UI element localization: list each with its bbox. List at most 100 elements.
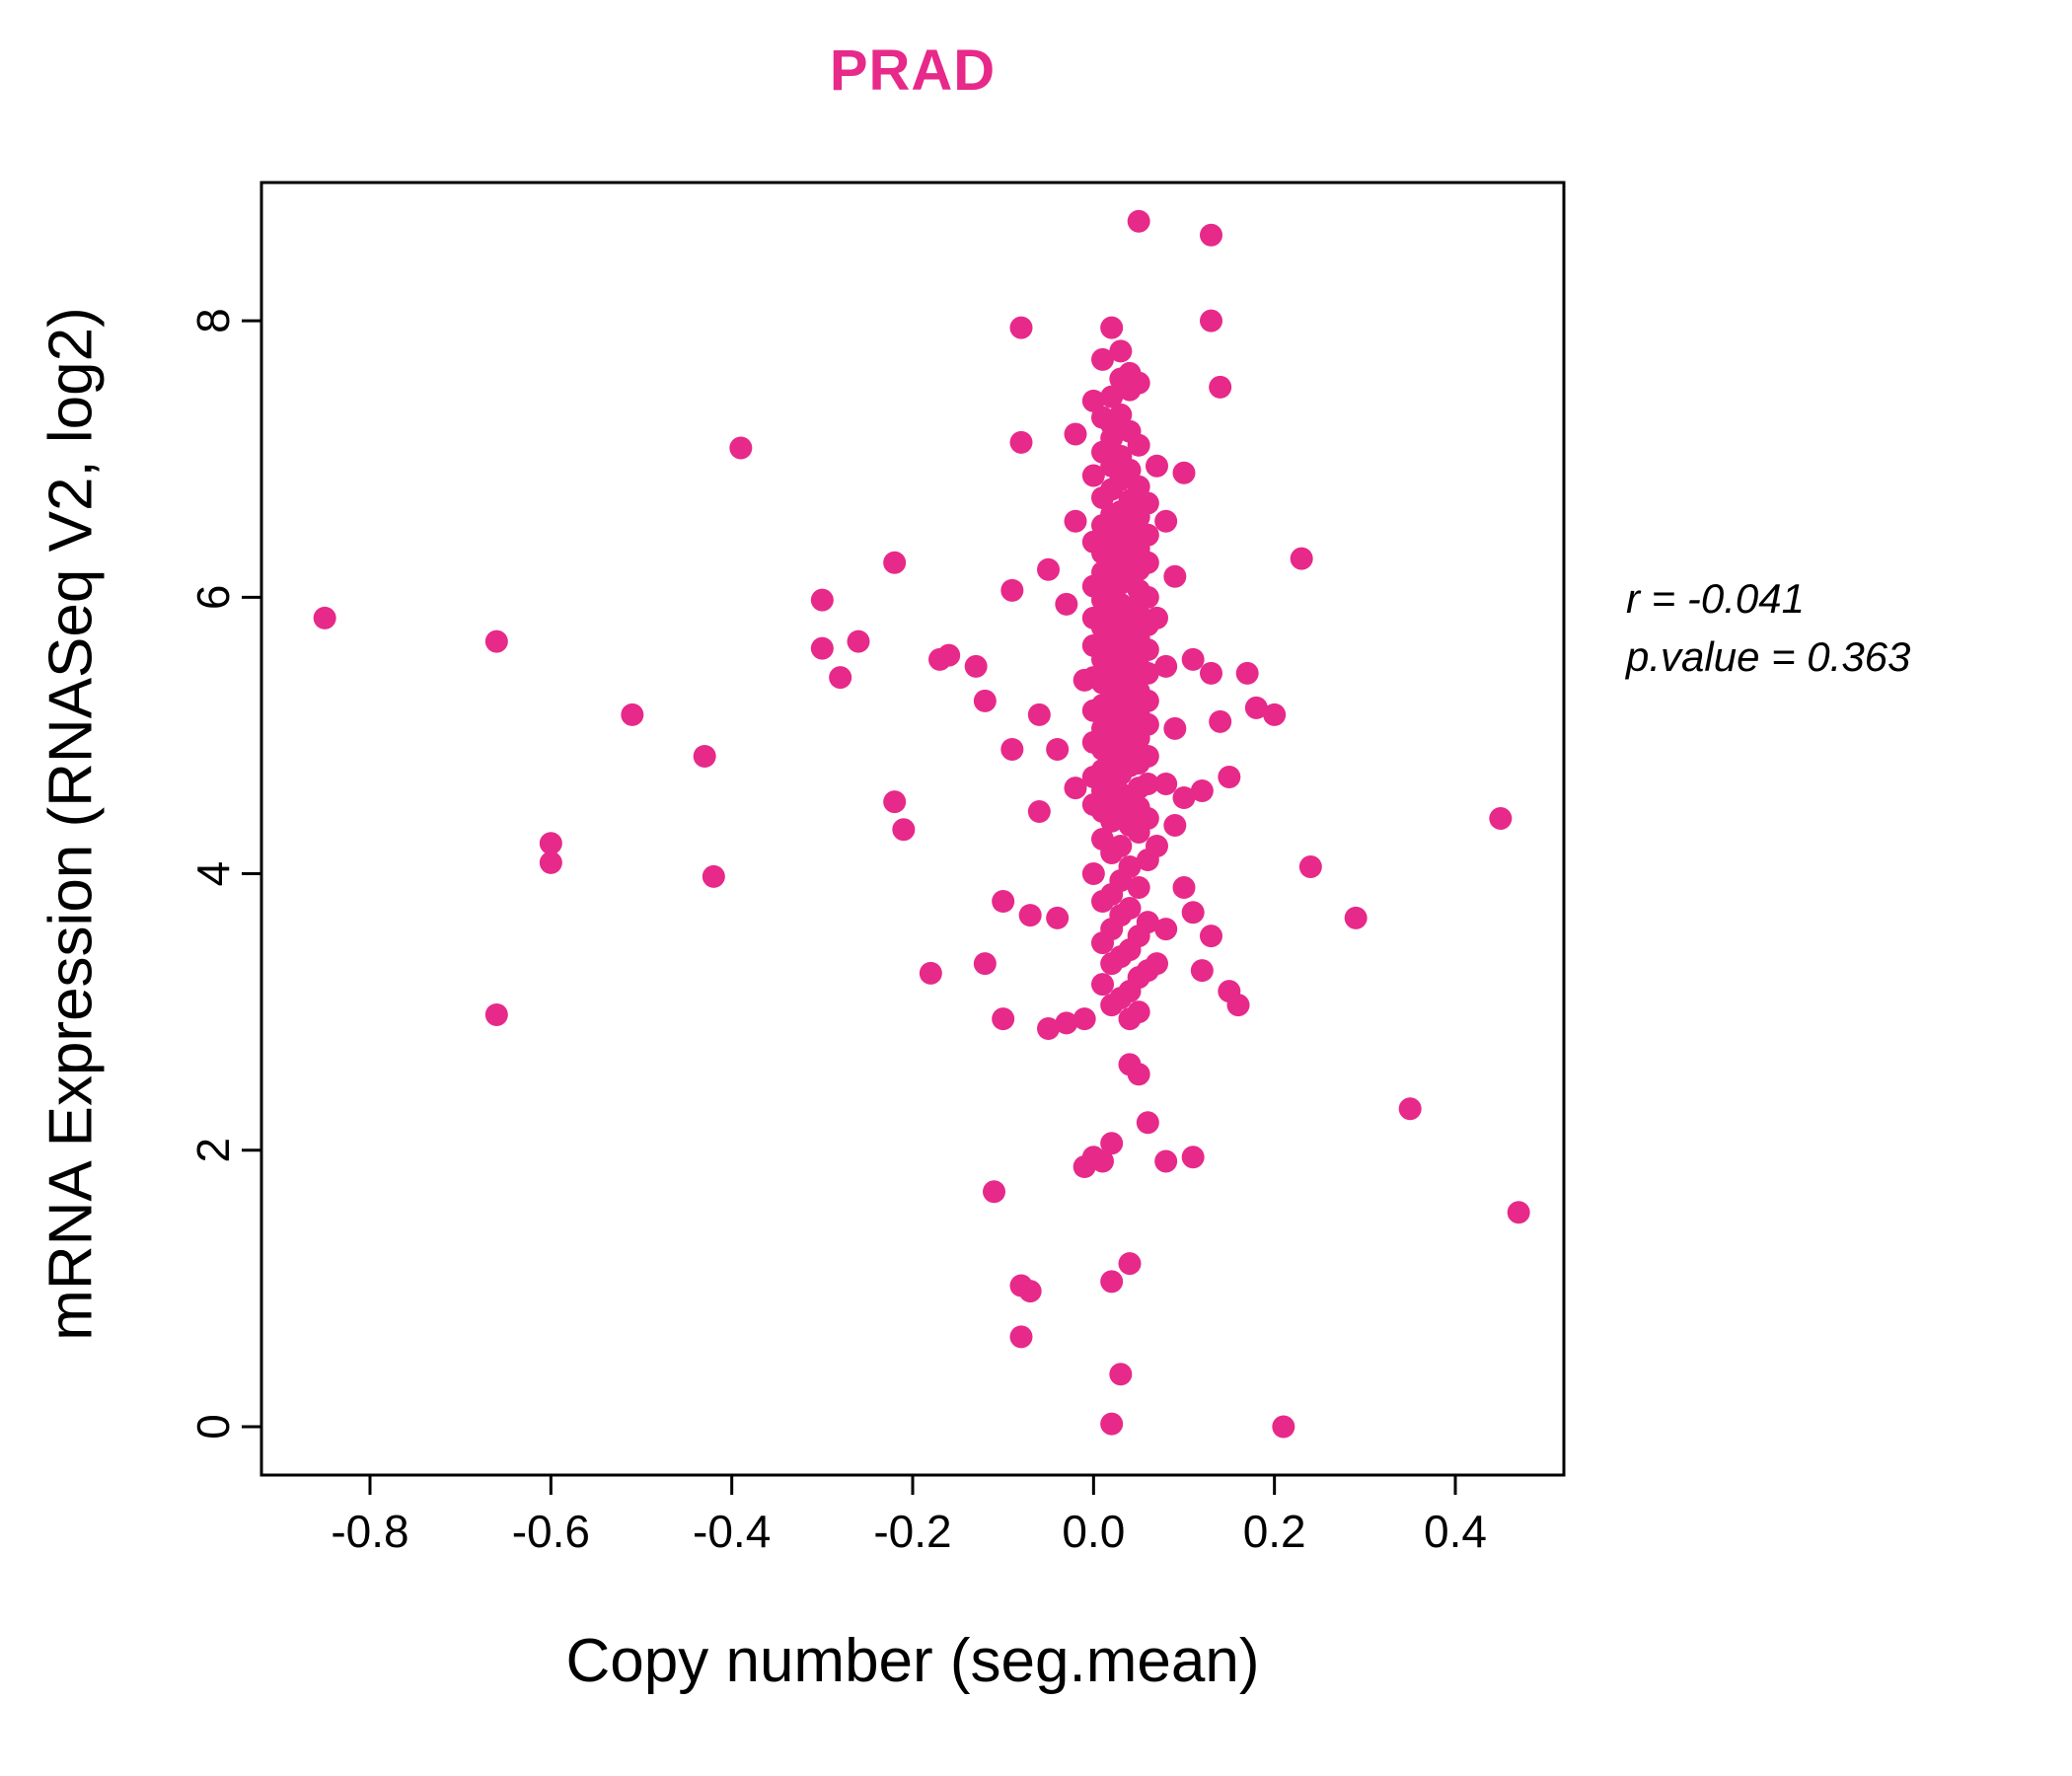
data-point xyxy=(1037,557,1060,581)
data-point xyxy=(1172,785,1196,809)
data-point xyxy=(1136,661,1159,685)
data-point xyxy=(1136,1111,1159,1135)
data-point xyxy=(1507,1201,1530,1224)
data-point xyxy=(729,436,753,460)
data-point xyxy=(1118,1053,1142,1076)
data-point xyxy=(1290,547,1313,570)
data-point xyxy=(539,851,562,874)
data-point xyxy=(1081,699,1105,722)
data-point xyxy=(1127,433,1150,457)
data-point xyxy=(1154,918,1178,941)
data-point xyxy=(1018,1280,1042,1303)
data-point xyxy=(1136,585,1159,609)
data-point xyxy=(1064,509,1087,533)
data-point xyxy=(1163,564,1187,588)
data-point xyxy=(1127,371,1150,395)
data-point xyxy=(1027,799,1051,823)
data-point xyxy=(1091,890,1114,914)
data-point xyxy=(1209,709,1232,733)
x-tick-label: -0.8 xyxy=(331,1506,408,1557)
data-point xyxy=(1100,1412,1124,1436)
data-point xyxy=(1163,813,1187,837)
data-point xyxy=(1064,422,1087,446)
data-point xyxy=(883,790,907,814)
data-point xyxy=(1100,952,1124,976)
data-point xyxy=(973,952,997,976)
data-point xyxy=(1218,765,1241,788)
data-point xyxy=(937,643,961,667)
data-point xyxy=(810,588,834,612)
data-point xyxy=(1100,809,1124,833)
y-tick-label: 6 xyxy=(187,585,239,611)
data-point xyxy=(484,1002,508,1026)
data-point xyxy=(973,689,997,712)
data-point xyxy=(1209,375,1232,399)
y-axis-label: mRNA Expression (RNASeq V2, log2) xyxy=(37,307,106,1341)
data-point xyxy=(1489,806,1513,830)
data-point xyxy=(693,744,716,768)
data-point xyxy=(1172,876,1196,900)
data-point xyxy=(1091,931,1114,955)
x-axis-label: Copy number (seg.mean) xyxy=(565,1627,1260,1695)
data-point xyxy=(1091,973,1114,997)
data-point xyxy=(1181,901,1205,925)
data-point xyxy=(1200,223,1222,247)
data-point xyxy=(1037,1016,1060,1040)
data-point xyxy=(1081,389,1105,412)
data-point xyxy=(1064,777,1087,800)
x-tick-label: -0.2 xyxy=(873,1506,951,1557)
data-point xyxy=(1100,1132,1124,1155)
data-point xyxy=(829,666,852,690)
data-point xyxy=(1091,1149,1114,1173)
data-point xyxy=(1109,339,1133,363)
data-point xyxy=(992,1007,1015,1031)
data-point xyxy=(1344,906,1368,929)
data-point xyxy=(1081,862,1105,886)
data-point xyxy=(1154,654,1178,678)
data-point xyxy=(1154,509,1178,533)
data-point xyxy=(1100,1270,1124,1294)
chart-title: PRAD xyxy=(829,38,997,103)
data-point xyxy=(1118,1007,1142,1031)
data-point xyxy=(621,703,644,726)
data-point xyxy=(1091,347,1114,371)
data-point xyxy=(484,629,508,653)
data-point xyxy=(1046,906,1070,929)
data-point xyxy=(1172,461,1196,484)
data-point xyxy=(1200,925,1222,948)
data-point xyxy=(1136,638,1159,662)
data-point xyxy=(1109,367,1133,391)
data-point xyxy=(1081,464,1105,487)
data-point xyxy=(1055,592,1078,616)
data-point xyxy=(1298,855,1322,879)
data-point xyxy=(1027,703,1051,726)
data-point xyxy=(1235,661,1259,685)
data-point xyxy=(847,629,870,653)
data-point xyxy=(983,1180,1005,1204)
x-tick-label: -0.4 xyxy=(693,1506,771,1557)
data-point xyxy=(1190,959,1214,983)
stats-annotation: r = -0.041 p.value = 0.363 xyxy=(1626,570,1910,687)
y-tick-label: 0 xyxy=(187,1414,239,1440)
data-point xyxy=(1109,403,1133,426)
data-point xyxy=(1272,1415,1295,1439)
data-point xyxy=(892,818,916,842)
data-point xyxy=(919,961,942,985)
data-point xyxy=(1163,716,1187,740)
data-point xyxy=(539,832,562,855)
data-point xyxy=(1091,485,1114,509)
data-point xyxy=(1009,1325,1033,1349)
data-point xyxy=(964,654,988,678)
data-point xyxy=(1263,703,1287,726)
data-point xyxy=(992,890,1015,914)
data-point xyxy=(810,636,834,660)
data-point xyxy=(1000,737,1024,761)
x-tick-label: 0.0 xyxy=(1062,1506,1125,1557)
data-point xyxy=(1100,316,1124,339)
data-point xyxy=(1127,209,1150,233)
data-point xyxy=(1226,994,1250,1017)
data-point xyxy=(1154,1149,1178,1173)
data-point xyxy=(1200,661,1222,685)
